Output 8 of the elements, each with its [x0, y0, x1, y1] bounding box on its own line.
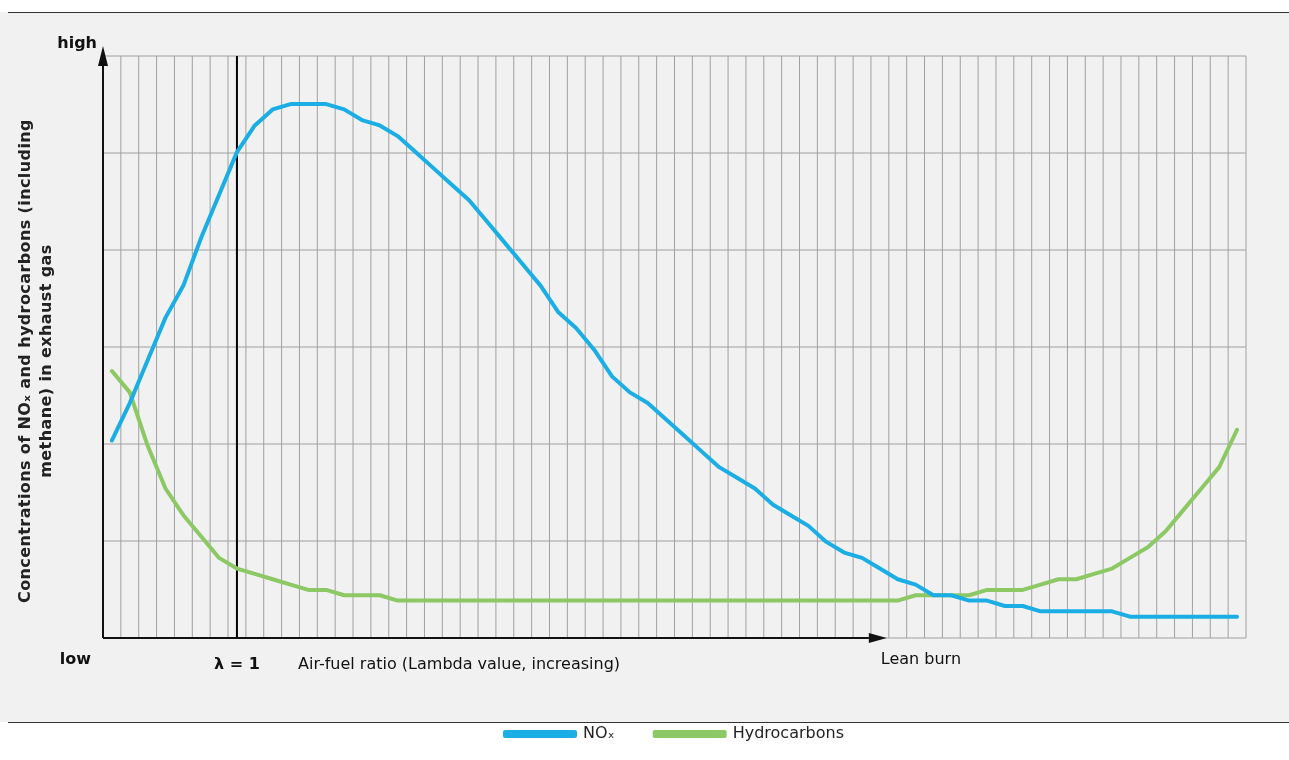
y-axis-title: Concentrations of NOₓ and hydrocarbons (including methane) in exhaust gas: [14, 118, 56, 605]
text: Lean burn: [880, 649, 962, 669]
text: λ = 1: [214, 654, 260, 674]
text: high: [57, 33, 97, 53]
legend-label: Hydrocarbons: [732, 723, 844, 743]
legend-label: NOₓ: [583, 723, 615, 743]
x-axis-title: Air-fuel ratio (Lambda value, increasing): [298, 654, 621, 674]
text: low: [59, 649, 92, 669]
